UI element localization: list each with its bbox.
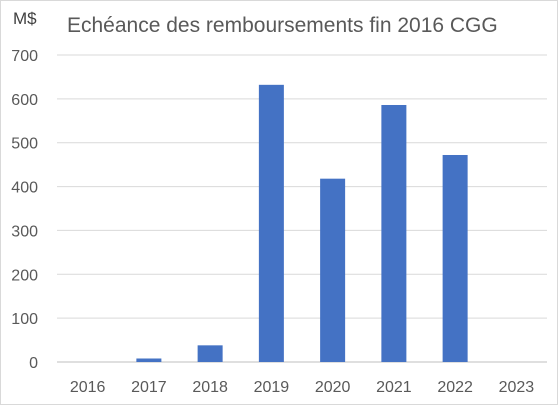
gridlines xyxy=(57,54,547,363)
y-tick-label: 600 xyxy=(11,92,38,109)
y-tick-label: 100 xyxy=(11,311,38,328)
bars xyxy=(136,84,468,363)
y-axis-unit-label: M$ xyxy=(13,9,37,28)
bar-2021 xyxy=(381,104,407,363)
y-tick-label: 700 xyxy=(11,48,38,65)
y-axis-ticks: 0 100 200 300 400 500 600 700 xyxy=(11,48,38,372)
y-tick-label: 500 xyxy=(11,136,38,153)
x-axis-ticks: 2016 2017 2018 2019 2020 2021 2022 2023 xyxy=(70,379,534,396)
y-tick-label: 400 xyxy=(11,180,38,197)
bar-2017 xyxy=(136,358,162,362)
y-tick-label: 300 xyxy=(11,223,38,240)
x-tick-label: 2022 xyxy=(437,379,473,396)
y-tick-label: 200 xyxy=(11,267,38,284)
x-tick-label: 2016 xyxy=(70,379,106,396)
bar-2018 xyxy=(197,345,223,362)
x-tick-label: 2018 xyxy=(192,379,228,396)
bar-2020 xyxy=(320,178,346,362)
x-tick-label: 2017 xyxy=(131,379,167,396)
x-tick-label: 2023 xyxy=(499,379,535,396)
chart-title: Echéance des remboursements fin 2016 CGG xyxy=(67,14,498,37)
x-tick-label: 2020 xyxy=(315,379,351,396)
x-tick-label: 2021 xyxy=(376,379,412,396)
bar-2022 xyxy=(442,154,468,362)
bar-2019 xyxy=(258,84,284,362)
x-tick-label: 2019 xyxy=(254,379,290,396)
y-tick-label: 0 xyxy=(29,355,38,372)
